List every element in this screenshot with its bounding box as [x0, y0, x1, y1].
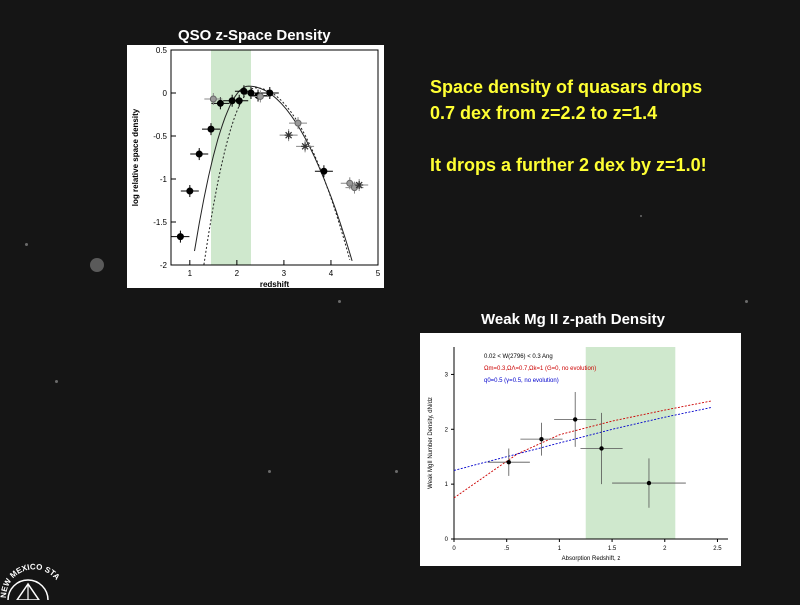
- y-axis-label: Weak MgII Number Density, dN/dz: [428, 397, 434, 489]
- slide-text-line-3: [430, 126, 707, 152]
- background-star: [745, 300, 748, 303]
- y-axis-label: log relative space density: [131, 108, 140, 206]
- slide-text-line-4: It drops a further 2 dex by z=1.0!: [430, 155, 707, 175]
- background-star: [55, 380, 58, 383]
- x-tick-label: 2: [663, 546, 667, 552]
- background-star: [268, 470, 271, 473]
- slide-text-line-2: 0.7 dex from z=2.2 to z=1.4: [430, 103, 658, 123]
- data-point: [320, 167, 328, 175]
- y-tick-label: 1: [445, 482, 449, 488]
- y-tick-label: -1: [160, 175, 168, 184]
- model-line: [453, 400, 713, 499]
- data-point: [176, 233, 184, 241]
- background-star: [338, 300, 341, 303]
- x-axis-label: Absorption Redshift, z: [562, 556, 621, 562]
- data-point: [646, 480, 652, 486]
- x-tick-label: 1.5: [608, 546, 617, 552]
- x-axis-label: redshift: [260, 280, 290, 288]
- data-point: [186, 187, 194, 195]
- x-tick-label: 2: [235, 269, 240, 278]
- y-tick-label: 0: [445, 537, 449, 543]
- y-tick-label: 3: [445, 372, 449, 378]
- data-point: [216, 99, 224, 107]
- x-tick-label: 4: [329, 269, 334, 278]
- shaded-band: [210, 50, 251, 265]
- x-tick-label: 0: [452, 546, 456, 552]
- model-curve-dotted: [203, 87, 351, 265]
- mgii-chart-panel: 0 .5 1 1.5 2 2.5 0 1 2 3 Absorption Redshift, z Wea…: [420, 333, 741, 566]
- y-tick-label: 2: [445, 427, 449, 433]
- data-point-open: [209, 95, 217, 103]
- plot-frame: [170, 49, 379, 266]
- data-point-star: [284, 131, 293, 140]
- x-tick-label: 3: [282, 269, 287, 278]
- slide-text-line-1: Space density of quasars drops: [430, 77, 703, 97]
- data-point: [247, 89, 255, 97]
- qso-space-density-chart: 1 2 3 4 5 0.5 0 -0.5 -1 -1.5 -2 redshift log relativ…: [131, 46, 381, 288]
- background-star: [395, 470, 398, 473]
- data-point: [235, 97, 243, 105]
- data-point: [539, 436, 544, 442]
- shaded-band: [585, 347, 676, 539]
- y-tick-label: 0.5: [156, 46, 168, 55]
- data-point: [599, 446, 604, 451]
- legend-entry: q0=0.5 (γ=0.5, no evolution): [484, 378, 559, 384]
- legend-entry: 0.02 < W(2796) < 0.3 Ang: [484, 354, 553, 360]
- background-star: [640, 215, 642, 217]
- data-point-open: [294, 119, 302, 127]
- y-tick-label: 0: [163, 89, 168, 98]
- y-tick-label: -0.5: [153, 132, 167, 141]
- data-point: [266, 89, 274, 97]
- data-point: [207, 125, 215, 133]
- svg-text:NEW MEXICO STATE: NEW MEXICO STATE: [0, 540, 60, 598]
- weak-mgii-density-chart: 0 .5 1 1.5 2 2.5 0 1 2 3 Absorption Redshift, z Wea…: [428, 347, 728, 562]
- model-line: [453, 406, 713, 471]
- x-tick-label: 5: [376, 269, 381, 278]
- x-tick-label: 2.5: [713, 546, 722, 552]
- background-star: [25, 243, 28, 246]
- university-seal-icon: NEW MEXICO STATE: [0, 533, 62, 605]
- legend-entry: Ωm=0.3,ΩΛ=0.7,Ωk=1 (G=0, no evolution): [484, 366, 596, 372]
- background-star: [90, 258, 104, 272]
- data-point: [506, 460, 511, 465]
- data-point: [195, 150, 203, 158]
- qso-chart-title: QSO z-Space Density: [178, 27, 331, 44]
- y-tick-label: -1.5: [153, 218, 167, 227]
- data-point-star: [301, 142, 310, 151]
- data-point: [572, 417, 578, 422]
- y-tick-label: -2: [160, 261, 168, 270]
- x-tick-label: 1: [558, 546, 562, 552]
- x-tick-label: 1: [188, 269, 193, 278]
- qso-chart-panel: 1 2 3 4 5 0.5 0 -0.5 -1 -1.5 -2 redshift log relativ…: [127, 45, 384, 288]
- data-point-star: [355, 181, 364, 190]
- slide-text: Space density of quasars drops 0.7 dex f…: [430, 74, 707, 178]
- data-point-open: [256, 92, 264, 100]
- data-point: [240, 87, 248, 95]
- mgii-chart-title: Weak Mg II z-path Density: [481, 311, 665, 328]
- x-tick-label: .5: [504, 546, 510, 552]
